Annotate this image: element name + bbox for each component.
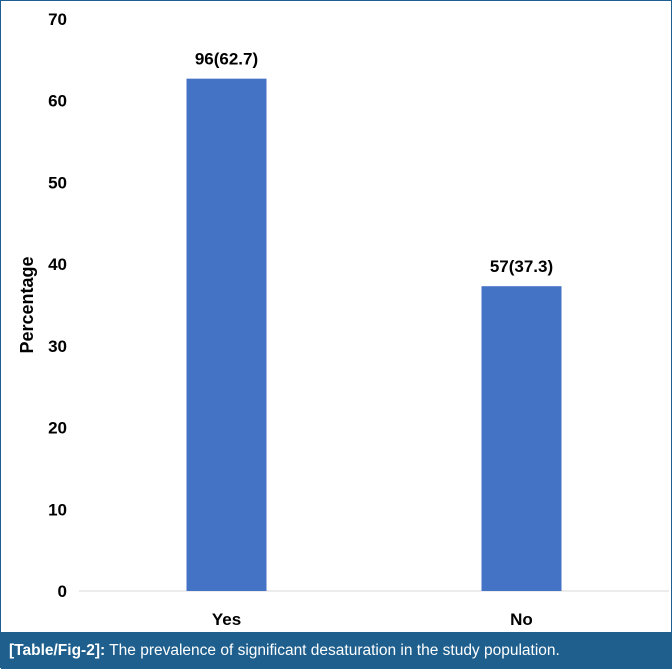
y-tick-label: 20 — [48, 419, 67, 438]
caption-text: The prevalence of significant desaturati… — [105, 642, 560, 659]
caption-label: [Table/Fig-2]: — [9, 642, 106, 659]
y-tick-label: 0 — [58, 582, 67, 601]
data-labels-group: 96(62.7) 57(37.3) — [195, 50, 553, 277]
y-axis-title: Percentage — [17, 256, 37, 353]
bar — [481, 286, 562, 591]
x-tick-label: Yes — [212, 610, 241, 629]
y-tick-label: 30 — [48, 337, 67, 356]
bar-data-label: 96(62.7) — [195, 50, 258, 69]
figure-caption: [Table/Fig-2]: The prevalence of signifi… — [1, 632, 672, 669]
y-axis-ticks: 0 10 20 30 40 50 60 70 — [48, 10, 67, 601]
bar-chart: 0 10 20 30 40 50 60 70 96(62.7) 57(37.3) Yes No P… — [17, 10, 669, 629]
bar-data-label: 57(37.3) — [490, 257, 553, 276]
bars-group — [186, 78, 562, 591]
bar — [186, 78, 267, 591]
y-tick-label: 10 — [48, 500, 67, 519]
y-tick-label: 70 — [48, 10, 67, 29]
y-tick-label: 40 — [48, 255, 67, 274]
y-tick-label: 50 — [48, 173, 67, 192]
x-tick-label: No — [510, 610, 533, 629]
y-tick-label: 60 — [48, 92, 67, 111]
x-axis-ticks: Yes No — [212, 610, 533, 629]
